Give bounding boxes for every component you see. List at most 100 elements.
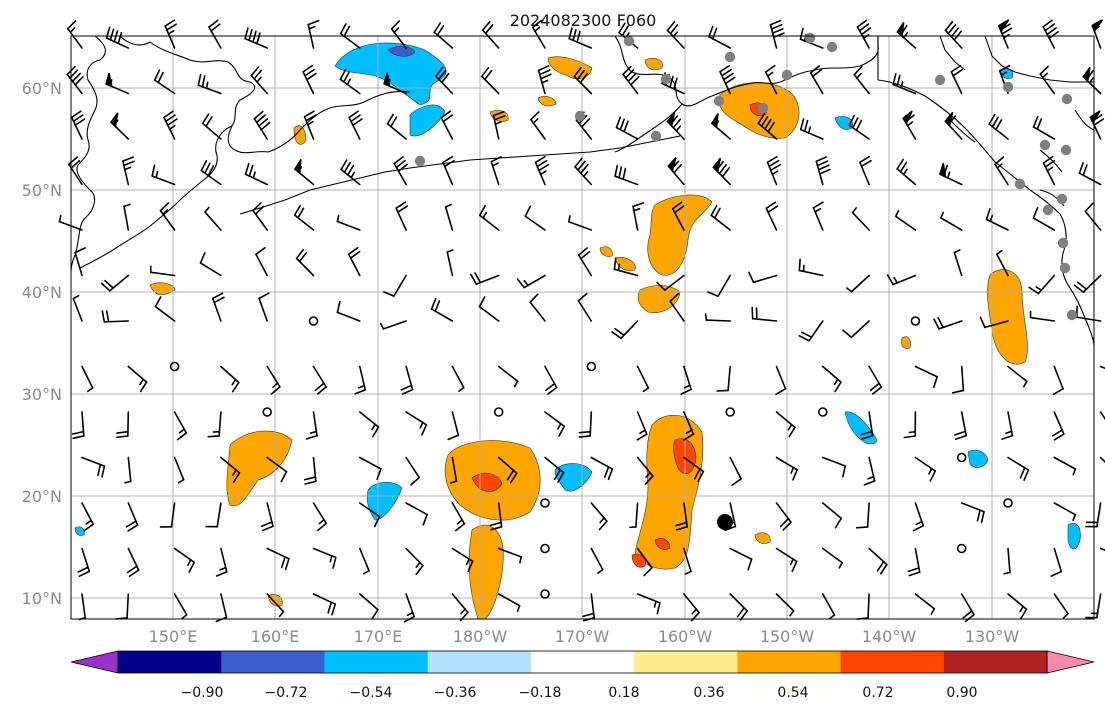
wind-barb xyxy=(336,300,361,322)
lat-label: 50°N xyxy=(22,181,62,200)
wind-barb xyxy=(953,249,963,277)
wind-barb xyxy=(707,274,732,297)
wind-barb xyxy=(294,158,315,186)
wind-barb xyxy=(446,249,454,277)
wind-barb xyxy=(544,456,565,483)
map-frame xyxy=(70,35,1095,620)
wind-barb xyxy=(379,320,407,330)
wind-barb xyxy=(910,316,921,326)
lon-label: 170°W xyxy=(555,627,610,646)
wind-barb xyxy=(632,202,645,231)
colorbar-tick-label: 0.90 xyxy=(946,685,977,701)
wind-barb xyxy=(851,207,870,231)
wind-barb xyxy=(636,593,661,615)
wind-barb xyxy=(382,274,407,297)
wind-barb xyxy=(944,21,963,49)
wind-barb xyxy=(577,292,593,322)
wind-barb xyxy=(636,456,654,485)
wind-barb xyxy=(912,502,925,532)
wind-barb xyxy=(960,502,985,524)
colorbar-tick-label: 0.36 xyxy=(693,685,724,701)
wind-barb xyxy=(395,201,409,231)
wind-barb xyxy=(775,456,798,481)
wind-barb xyxy=(123,203,131,231)
wind-barb xyxy=(153,69,176,95)
colorbar-tick-label: −0.36 xyxy=(434,685,477,701)
coastlines xyxy=(70,35,1095,347)
wind-barb xyxy=(683,411,695,441)
wind-barb xyxy=(173,456,185,484)
wind-barb xyxy=(537,65,552,95)
wind-barb xyxy=(220,456,241,483)
wind-barb xyxy=(1073,274,1102,293)
wind-barb xyxy=(1028,274,1056,295)
lon-label: 150°E xyxy=(149,627,198,646)
wind-barb xyxy=(451,365,465,393)
wind-barb xyxy=(573,66,593,95)
wind-barb xyxy=(433,22,454,49)
lat-label: 20°N xyxy=(22,487,62,506)
wind-barb xyxy=(868,365,883,395)
wind-barb xyxy=(860,411,874,440)
colorbar-extend-max xyxy=(1046,650,1095,674)
station-dot xyxy=(713,95,725,107)
wind-barb xyxy=(205,502,222,528)
wind-barb xyxy=(127,365,148,393)
wind-barb xyxy=(312,502,328,532)
wind-barb xyxy=(590,547,604,574)
wind-barb xyxy=(151,164,176,186)
wind-barb xyxy=(358,411,380,438)
lon-label: 140°W xyxy=(862,627,917,646)
wind-barb xyxy=(489,502,503,531)
wind-barb xyxy=(124,456,132,484)
wind-barb xyxy=(567,215,593,231)
wind-barb xyxy=(997,19,1013,49)
station-dot xyxy=(781,69,793,81)
wind-barb xyxy=(266,456,288,483)
wind-barb xyxy=(848,114,870,140)
wind-barb xyxy=(799,118,824,140)
wind-barb xyxy=(615,116,639,140)
station-dot xyxy=(757,102,769,114)
wind-barb xyxy=(671,201,685,231)
wind-barb xyxy=(201,113,222,140)
wind-barb xyxy=(751,306,778,322)
wind-barb xyxy=(1082,67,1102,95)
station-dot xyxy=(660,73,672,85)
wind-barb xyxy=(163,110,178,140)
wind-barb xyxy=(719,64,736,95)
longitude-labels: 150°E 160°E 170°E 180°W 170°W 160°W 150°… xyxy=(149,627,1020,646)
wind-barb xyxy=(154,296,176,322)
wind-barb xyxy=(125,502,139,532)
wind-barb xyxy=(1085,593,1102,619)
typhoon-marker xyxy=(717,514,733,530)
wind-barb xyxy=(940,211,963,231)
wind-barb xyxy=(636,411,648,441)
lat-label: 10°N xyxy=(22,589,62,608)
lat-label: 30°N xyxy=(22,385,62,404)
colorbar-tick-label: −0.90 xyxy=(181,685,224,701)
wind-barb xyxy=(933,316,963,330)
wind-barb xyxy=(451,547,474,573)
wind-barb xyxy=(81,365,94,393)
wind-barb xyxy=(197,73,222,95)
wind-barb xyxy=(220,365,240,393)
wind-barb xyxy=(255,247,269,277)
wind-barb xyxy=(846,274,870,293)
wind-barb xyxy=(775,593,795,617)
wind-barb xyxy=(710,113,732,140)
wind-barb xyxy=(680,365,692,395)
wind-barb xyxy=(775,365,787,396)
wind-barb xyxy=(614,164,639,186)
wind-barb xyxy=(1042,155,1056,186)
wind-barb xyxy=(914,456,936,482)
wind-barb xyxy=(1007,365,1028,388)
station-dot xyxy=(1056,193,1068,205)
wind-barb xyxy=(1085,502,1102,528)
colorbar-segment xyxy=(943,651,1048,673)
colorbar-segment xyxy=(427,651,532,673)
wind-barb xyxy=(405,411,428,436)
wind-barb xyxy=(775,502,792,531)
wind-barb xyxy=(200,160,222,186)
station-dot xyxy=(1057,237,1069,249)
